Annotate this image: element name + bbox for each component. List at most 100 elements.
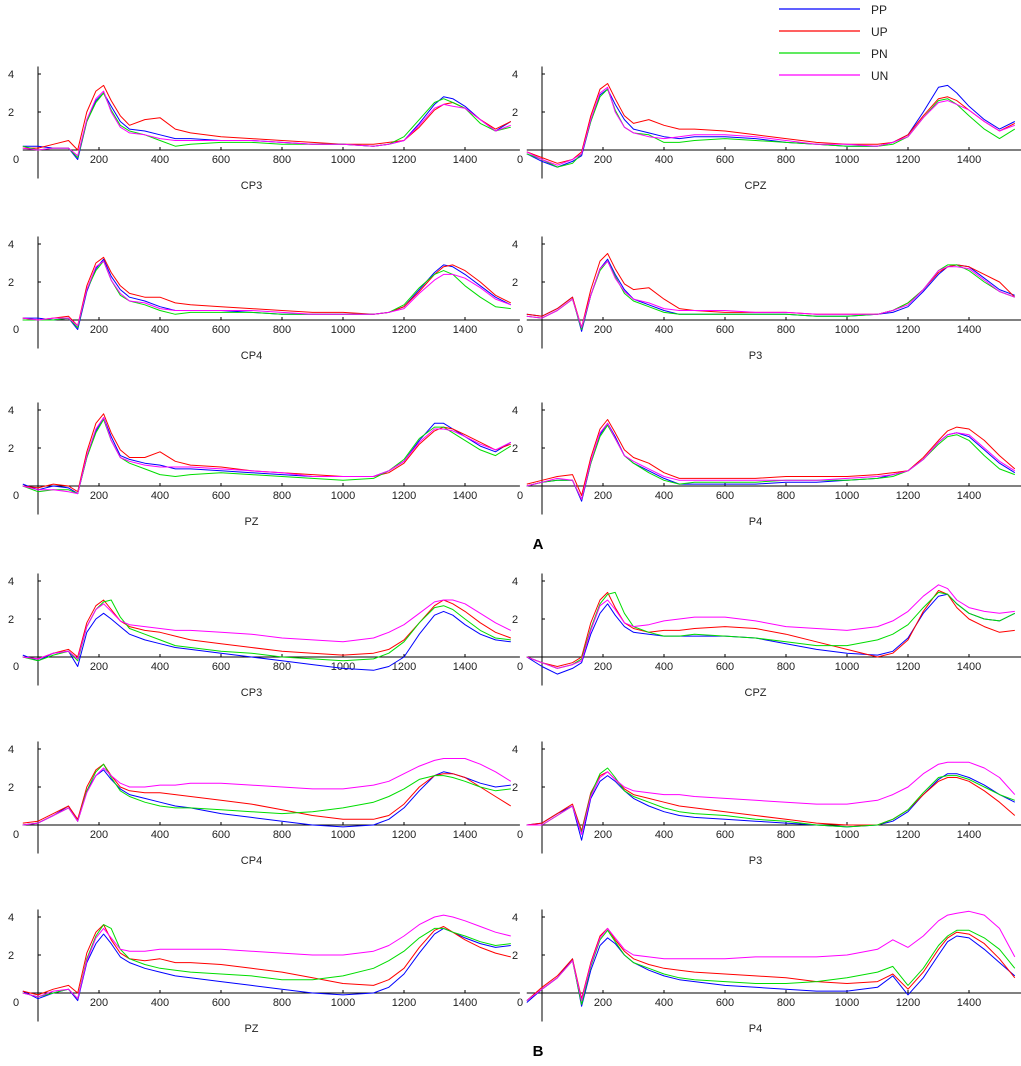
x-tick-label: 400 [151,324,169,336]
x-tick-label: 0 [13,997,19,1009]
x-tick-label: 200 [90,997,108,1009]
series-line-up-a-cpz [526,83,1016,164]
series-line-pn-b-cpz [526,591,1016,669]
x-tick-label: 1000 [835,154,859,166]
x-tick-label: 0 [13,829,19,841]
y-tick-label: 4 [8,239,14,251]
series-line-up-a-cp4 [22,256,512,327]
x-tick-label: 800 [273,997,291,1009]
channel-label-a-p4: P4 [749,516,762,528]
x-tick-label: 400 [151,997,169,1009]
x-tick-label: 600 [716,154,734,166]
x-tick-label: 0 [13,324,19,336]
series-line-up-a-p4 [526,419,1016,496]
channel-label-a-p3: P3 [749,350,762,362]
x-tick-label: 0 [517,997,523,1009]
x-tick-label: 200 [594,324,612,336]
x-tick-label: 200 [594,154,612,166]
series-line-pp-b-cp4 [22,769,511,828]
x-tick-label: 600 [212,154,230,166]
channel-label-b-p4: P4 [749,1023,762,1035]
x-tick-label: 0 [13,661,19,673]
series-line-up-a-cp3 [22,84,512,151]
series-line-un-a-cp3 [22,90,511,157]
y-tick-label: 4 [512,744,518,756]
channel-label-b-cpz: CPZ [745,687,767,699]
x-tick-label: 0 [517,829,523,841]
legend-item-pp: PP [779,3,887,17]
subplot-b-cp4: 0 200 400 600 800 1000 1200 1400 2 4 CP4 [8,741,520,867]
x-tick-label: 400 [655,997,673,1009]
series-line-un-b-pz [22,914,511,1000]
series-line-pp-b-p4 [526,935,1016,1007]
subplot-b-p4: 0 200 400 600 800 1000 1200 1400 2 4 P4 [512,909,1021,1035]
x-tick-label: 1000 [331,661,355,673]
series-line-un-a-p3 [526,260,1015,329]
x-tick-label: 800 [777,997,795,1009]
subplot-a-p4: 0 200 400 600 800 1000 1200 1400 2 4 P4 [512,402,1021,528]
x-tick-label: 1400 [453,324,477,336]
subplot-a-cp4: 0 200 400 600 800 1000 1200 1400 2 4 CP4 [8,236,520,362]
series-line-pp-b-pz [22,927,511,1002]
series-line-up-a-pz [22,413,511,493]
y-tick-label: 2 [512,443,518,455]
x-tick-label: 400 [655,829,673,841]
x-tick-label: 1400 [453,997,477,1009]
legend-item-pn: PN [779,47,888,61]
subplot-b-p3: 0 200 400 600 800 1000 1200 1400 2 4 P3 [512,741,1021,867]
x-tick-label: 200 [90,154,108,166]
subplot-b-pz: 0 200 400 600 800 1000 1200 1400 2 4 PZ [8,909,520,1035]
legend-label-pn: PN [871,47,888,61]
x-tick-label: 1200 [896,324,920,336]
y-tick-label: 4 [8,69,14,81]
x-tick-label: 800 [273,661,291,673]
x-tick-label: 400 [151,661,169,673]
x-tick-label: 1400 [957,661,981,673]
y-tick-label: 4 [8,405,14,417]
y-tick-label: 2 [8,443,14,455]
x-tick-label: 800 [273,829,291,841]
x-tick-label: 1000 [835,829,859,841]
x-tick-label: 1400 [957,154,981,166]
legend-item-un: UN [779,69,888,83]
subplot-a-pz: 0 200 400 600 800 1000 1200 1400 2 4 PZ [8,402,520,528]
x-tick-label: 400 [655,490,673,502]
x-tick-label: 600 [716,490,734,502]
x-tick-label: 400 [655,324,673,336]
series-line-un-b-p4 [526,910,1016,1002]
subplot-a-p3: 0 200 400 600 800 1000 1200 1400 2 4 P3 [512,236,1021,362]
x-tick-label: 0 [13,154,19,166]
subplot-a-cpz: 0 200 400 600 800 1000 1200 1400 2 4 CPZ [512,66,1021,192]
legend-label-pp: PP [871,3,887,17]
x-tick-label: 1000 [835,661,859,673]
x-tick-label: 800 [777,324,795,336]
series-line-un-b-cpz [526,584,1015,669]
x-tick-label: 400 [151,154,169,166]
x-tick-label: 200 [594,490,612,502]
channel-label-b-pz: PZ [244,1023,258,1035]
x-tick-label: 1200 [392,661,416,673]
x-tick-label: 1400 [453,661,477,673]
series-line-un-a-cpz [526,86,1015,166]
x-tick-label: 800 [777,154,795,166]
series-line-pn-b-cp4 [22,763,511,826]
x-tick-label: 600 [212,324,230,336]
subplot-b-cp3: 0 200 400 600 800 1000 1200 1400 2 4 CP3 [8,573,520,699]
y-tick-label: 2 [8,950,14,962]
x-tick-label: 600 [716,997,734,1009]
series-line-pn-a-cp3 [22,92,511,159]
series-line-up-b-cpz [526,590,1015,667]
x-tick-label: 200 [90,324,108,336]
x-tick-label: 0 [517,324,523,336]
channel-label-a-cp3: CP3 [241,180,262,192]
y-tick-label: 2 [8,277,14,289]
y-tick-label: 2 [512,277,518,289]
y-tick-label: 2 [512,782,518,794]
y-tick-label: 4 [8,744,14,756]
legend-label-up: UP [871,25,888,39]
x-tick-label: 1400 [957,997,981,1009]
series-line-up-b-p3 [526,771,1016,832]
